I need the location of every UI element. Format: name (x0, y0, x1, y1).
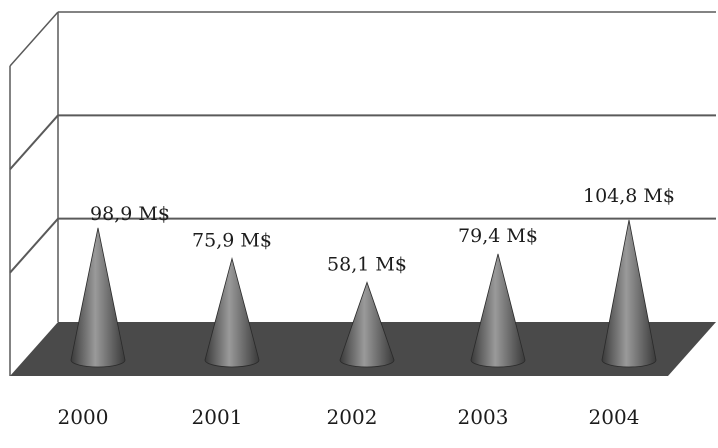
cone-2003 (470, 253, 526, 368)
data-label-2004: 104,8 M$ (583, 185, 675, 207)
data-label-2000: 98,9 M$ (90, 203, 170, 225)
data-label-2003: 79,4 M$ (458, 225, 538, 247)
gridlines (9, 114, 716, 274)
category-label-2004: 2004 (589, 405, 640, 429)
gridline (9, 217, 716, 274)
data-label-2002: 58,1 M$ (327, 253, 407, 275)
data-labels: 98,9 M$ 75,9 M$ 58,1 M$ 79,4 M$ 104,8 M$ (90, 185, 675, 275)
cone-2001 (204, 256, 260, 368)
gridline (9, 114, 716, 170)
plot-frame (9, 11, 716, 376)
cone-2002 (339, 281, 395, 368)
category-label-2001: 2001 (192, 405, 243, 429)
cones (70, 219, 657, 368)
data-label-2001: 75,9 M$ (192, 230, 272, 252)
cone-2004 (601, 219, 657, 368)
category-label-2000: 2000 (58, 405, 109, 429)
category-labels: 2000 2001 2002 2003 2004 (58, 405, 640, 429)
category-label-2002: 2002 (327, 405, 378, 429)
side-wall-top (9, 11, 59, 67)
category-label-2003: 2003 (458, 405, 509, 429)
cone-2000 (70, 227, 126, 368)
